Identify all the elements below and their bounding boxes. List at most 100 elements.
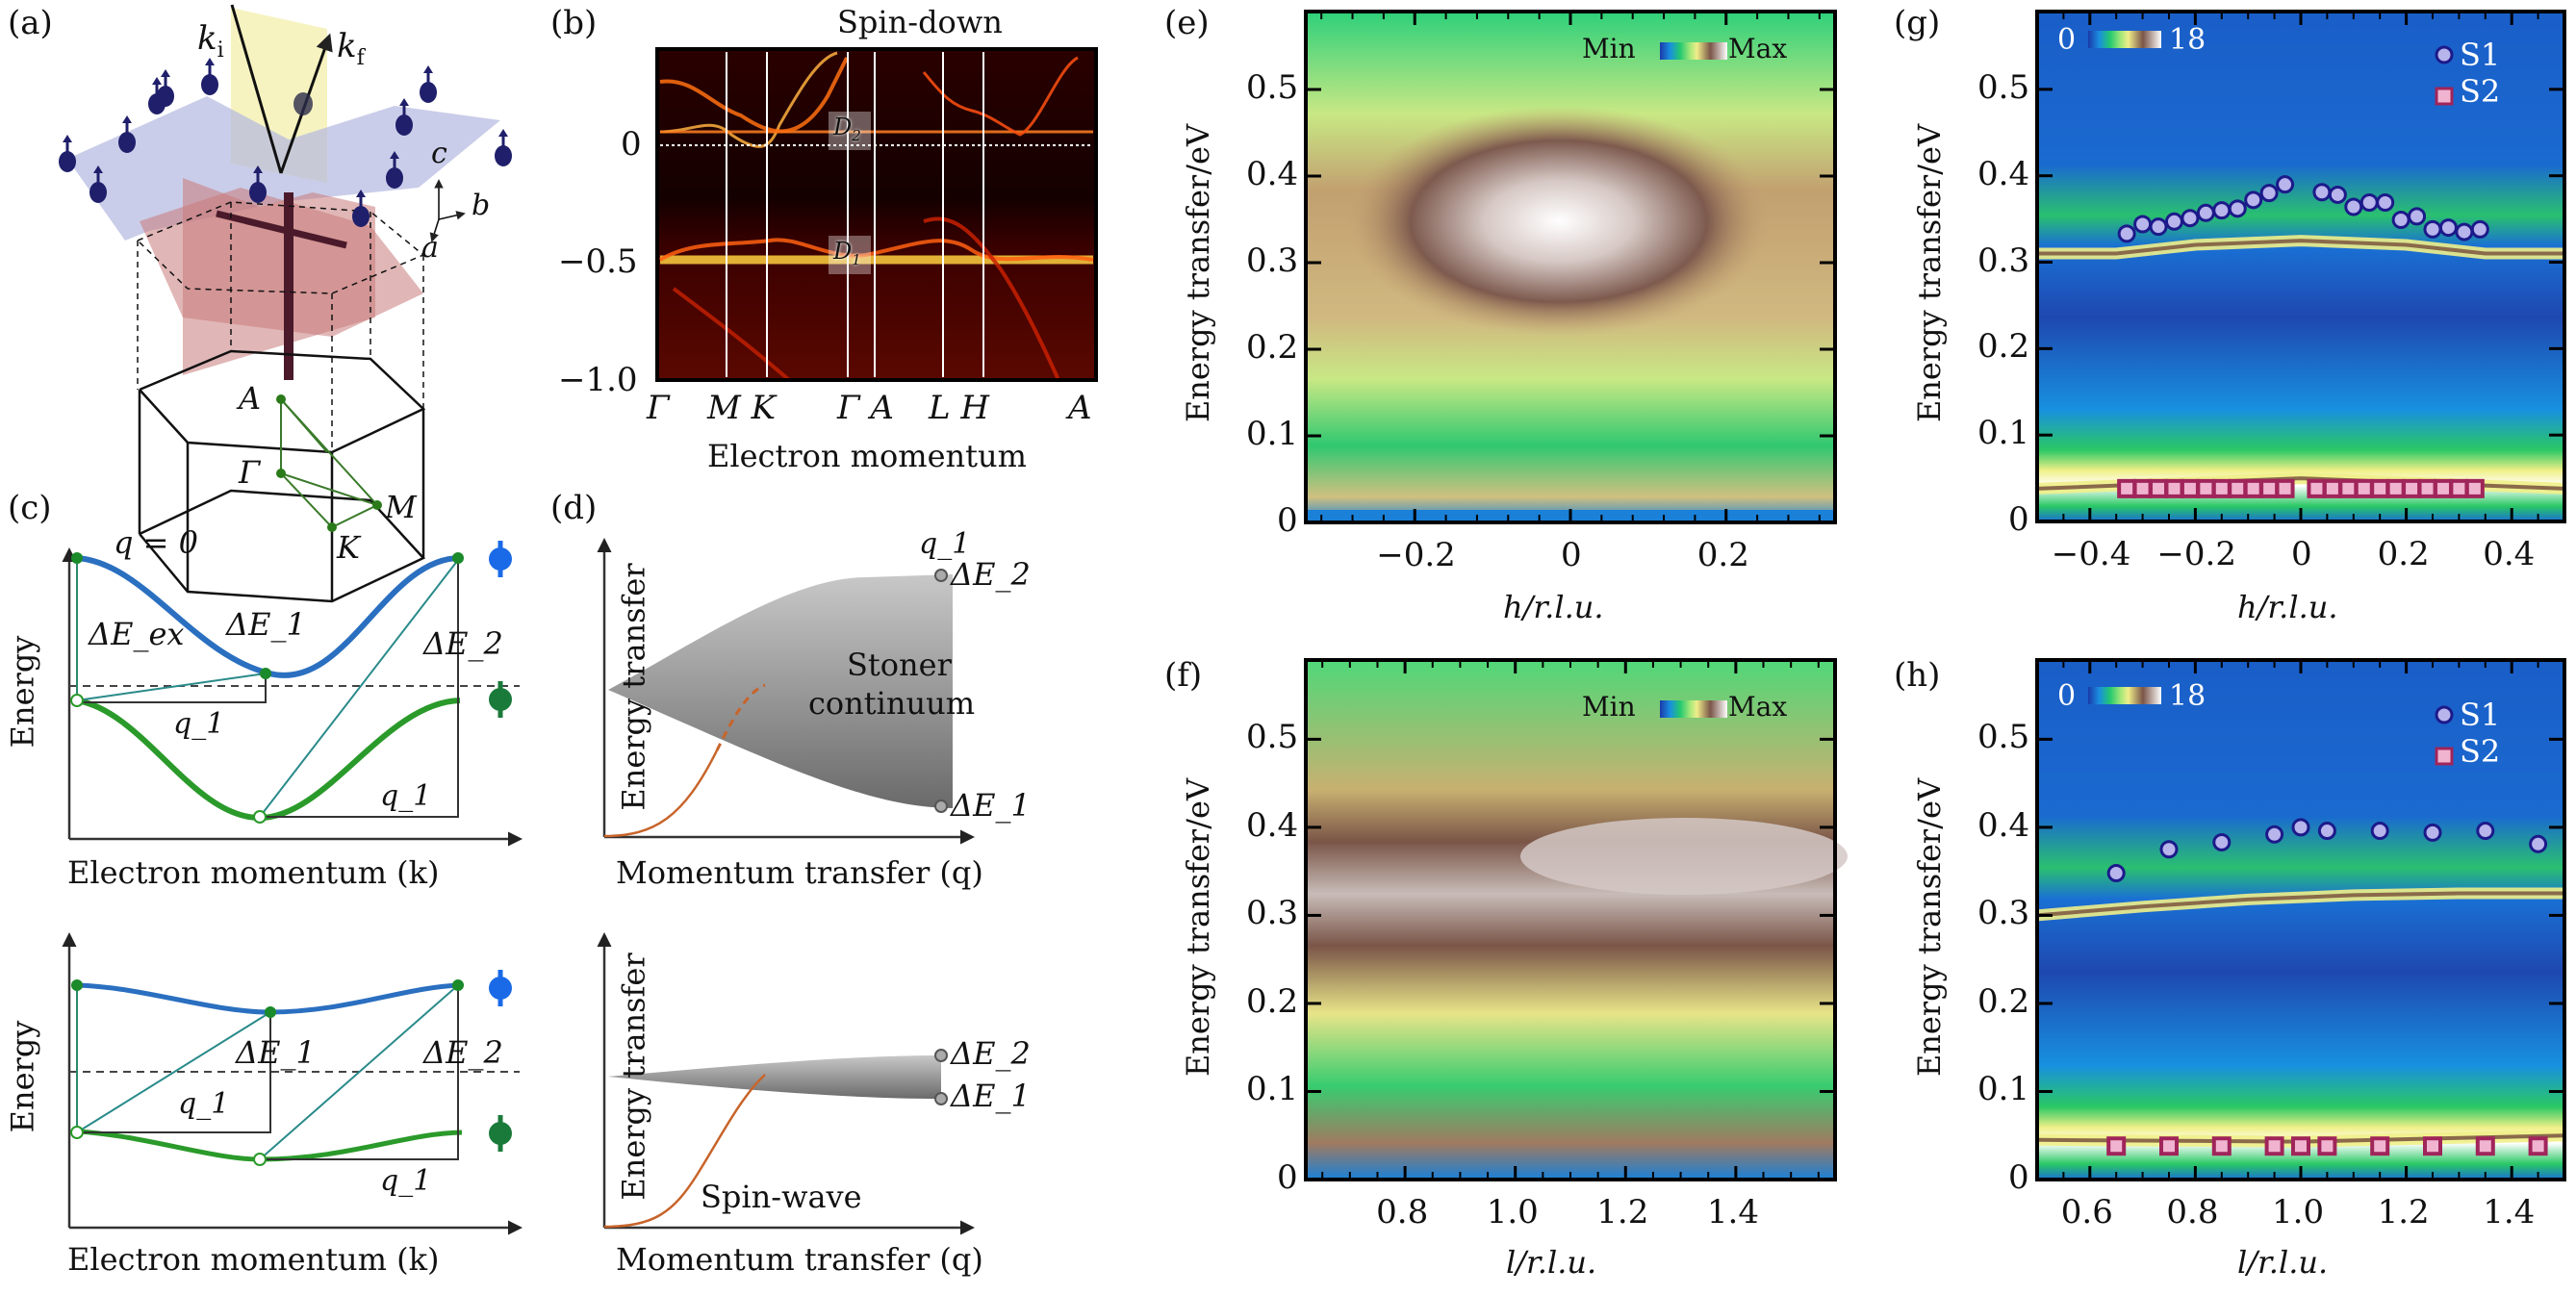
panel-d-top <box>597 538 975 845</box>
c-q1-label-1: q_1 <box>173 707 225 741</box>
heatmap-f-background <box>1306 660 1835 1180</box>
s1-point <box>2359 193 2379 213</box>
b-ytick-1: −0.5 <box>558 242 638 281</box>
bz-path <box>280 398 380 529</box>
x-tick-label: 1.4 <box>1706 1193 1759 1232</box>
c-dE2-label: ΔE_2 <box>423 625 503 662</box>
x-tick-label: 0.8 <box>1376 1193 1429 1232</box>
d2-label-box <box>829 112 871 150</box>
s1-point <box>2276 175 2295 194</box>
panel-label-c: (c) <box>8 489 52 527</box>
s2-point <box>2132 478 2153 498</box>
de2-point <box>934 1049 948 1062</box>
s1-point <box>2529 834 2548 853</box>
y-tick-label: 0.2 <box>1246 328 1299 367</box>
band-line <box>922 56 1079 137</box>
b-xtick-mk: M K <box>707 389 777 427</box>
x-tick-label: 0.6 <box>2060 1193 2113 1232</box>
c-bot-xlabel: Electron momentum (k) <box>67 1241 440 1278</box>
c-bot-arrow-q1-2 <box>259 984 459 1160</box>
s1-point <box>2164 212 2183 231</box>
s1-point <box>2476 822 2495 841</box>
s2-point <box>2338 478 2359 498</box>
y-tick-label: 0.5 <box>1977 67 2030 107</box>
h-cbar-max: 18 <box>2169 679 2206 713</box>
legend-s2-marker <box>2435 87 2454 106</box>
s1-point <box>2455 222 2474 241</box>
axis-b-label: b <box>472 189 491 222</box>
spin-arrowhead-icon <box>93 165 103 173</box>
panel-label-b: (b) <box>550 4 598 42</box>
c-q0-label: q = 0 <box>114 524 198 561</box>
spin-arrowhead-icon <box>205 58 215 65</box>
atom <box>59 151 76 172</box>
c-bot-ylabel: Energy <box>4 1020 41 1133</box>
spin-down-icon <box>489 970 512 1006</box>
x-tick-label: 1.2 <box>1596 1193 1649 1232</box>
f-cbar-min: Min <box>1582 691 1636 723</box>
s1-point <box>2317 822 2336 841</box>
y-tick-label: 0.1 <box>1246 1070 1299 1109</box>
axis-c-label: c <box>431 137 447 170</box>
s2-point <box>2370 1136 2390 1156</box>
b-xtick-a: A <box>1068 389 1092 427</box>
h-xlabel: l/r.l.u. <box>2237 1244 2329 1281</box>
h-legend-s2: S2 <box>2460 733 2501 770</box>
s1-point <box>2408 207 2427 226</box>
band-structure-map <box>657 49 1096 380</box>
c-top-endpoints <box>70 552 464 824</box>
b-xtick-gamma: Γ <box>647 389 670 427</box>
s2-point <box>2354 478 2374 498</box>
panel-c-top <box>62 541 523 847</box>
de1-point <box>934 1092 948 1105</box>
d-top-xlabel: Momentum transfer (q) <box>616 854 983 891</box>
upper-branch <box>2036 891 2564 918</box>
panel-label-g: (g) <box>1894 4 1941 42</box>
s1-point <box>2344 197 2363 216</box>
y-tick-label: 0 <box>2008 1158 2029 1197</box>
atom <box>201 74 218 95</box>
e-xlabel: h/r.l.u. <box>1503 589 1604 625</box>
d-bot-dE2-label: ΔE_2 <box>951 1035 1031 1072</box>
spin-arrowhead-icon <box>253 165 263 173</box>
c-bot-dE2-label: ΔE_2 <box>423 1034 503 1071</box>
s2-point <box>2291 1136 2310 1156</box>
bz-points <box>276 394 382 532</box>
kf-label: kf <box>337 27 365 70</box>
spin-arrowhead-icon <box>63 135 72 142</box>
spin-up-icon <box>489 681 512 718</box>
s1-point <box>2312 183 2332 202</box>
lattice-axes <box>429 179 466 242</box>
spin-arrowhead-icon <box>356 190 366 197</box>
d-spinwave-label: Spin-wave <box>701 1179 862 1215</box>
s2-point <box>2211 1136 2232 1156</box>
s2-point <box>2228 478 2248 498</box>
h-cbar-min: 0 <box>2057 679 2077 713</box>
spin-arrowhead-icon <box>399 98 409 106</box>
bz-point-M: M <box>385 489 417 525</box>
bz-point-K: K <box>337 529 360 566</box>
b-xtick-gamma-a: Γ A <box>837 389 894 427</box>
axes-f <box>1304 658 1837 1181</box>
bz-point-Gamma: Γ <box>239 454 261 491</box>
s2-point <box>2264 1136 2284 1156</box>
c-top-q1-bracket-2 <box>260 560 459 818</box>
band-line <box>672 287 791 382</box>
spin-arrowhead-icon <box>152 77 162 85</box>
s2-point <box>2449 478 2469 498</box>
axes-e <box>1304 10 1837 524</box>
plot-frame-b <box>655 47 1098 382</box>
atom <box>89 182 107 203</box>
y-tick-label: 0.3 <box>1246 241 1299 280</box>
d2-label: D2 <box>833 114 861 144</box>
c-bot-arrow-q1 <box>76 1011 271 1133</box>
c-bot-q1-bracket-2 <box>260 985 459 1160</box>
f-xlabel: l/r.l.u. <box>1506 1244 1597 1281</box>
s2-point <box>2259 478 2280 498</box>
c-bot-spin-up-band <box>76 1129 463 1162</box>
ki-sub: i <box>217 38 224 63</box>
bz-plane-horizontal <box>140 188 423 337</box>
c-q1-label-2: q_1 <box>380 779 432 813</box>
d-bot-dE1-label: ΔE_1 <box>951 1078 1031 1114</box>
